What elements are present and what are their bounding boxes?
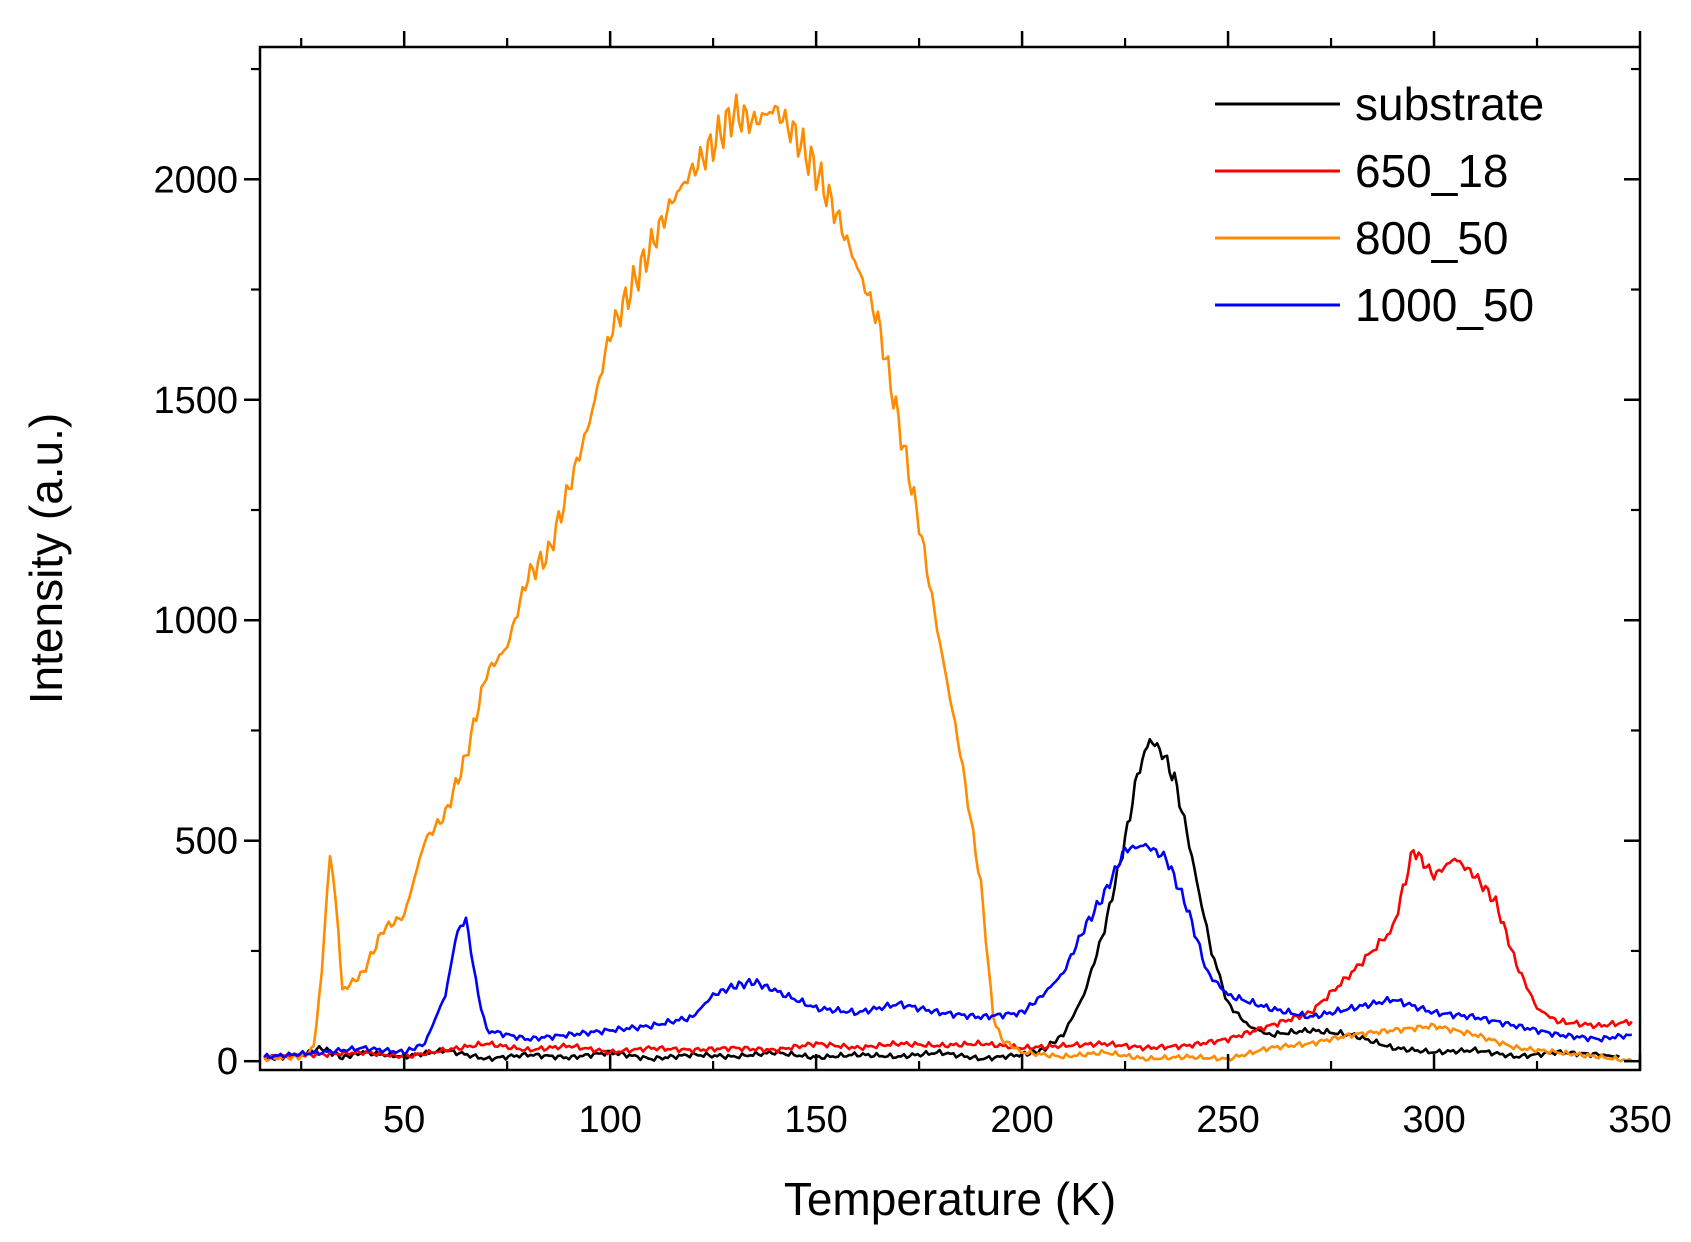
series-line-substrate — [264, 738, 1620, 1062]
legend-label-1000_50: 1000_50 — [1355, 279, 1534, 331]
x-axis-title: Temperature (K) — [784, 1173, 1116, 1225]
plot-series-group — [263, 93, 1633, 1063]
x-tick-label-5: 300 — [1402, 1099, 1465, 1141]
x-tick-label-3: 200 — [990, 1099, 1053, 1141]
legend-label-800_50: 800_50 — [1355, 212, 1509, 264]
major-ticks-group — [244, 31, 1642, 1070]
series-line-650_18 — [263, 849, 1633, 1061]
minor-ticks-group — [251, 38, 1640, 1070]
series-line-800_50 — [263, 93, 1633, 1063]
x-tick-label-1: 100 — [578, 1099, 641, 1141]
legend-label-650_18: 650_18 — [1355, 145, 1509, 197]
legend-label-substrate: substrate — [1355, 78, 1544, 130]
x-tick-label-2: 150 — [784, 1099, 847, 1141]
series-line-1000_50 — [263, 842, 1632, 1059]
plot-frame — [258, 45, 1642, 1072]
y-tick-label-1: 500 — [175, 821, 238, 863]
legend: substrate 650_18 800_50 1000_50 — [1215, 78, 1544, 331]
x-tick-label-6: 350 — [1608, 1099, 1671, 1141]
x-tick-labels-group: 50 100 150 200 250 300 350 — [383, 1099, 1672, 1141]
x-tick-label-0: 50 — [383, 1099, 425, 1141]
y-tick-label-3: 1500 — [153, 380, 238, 422]
y-tick-label-4: 2000 — [153, 159, 238, 201]
y-tick-label-0: 0 — [217, 1041, 238, 1083]
y-tick-label-2: 1000 — [153, 600, 238, 642]
y-tick-labels-group: 0 500 1000 1500 2000 — [153, 159, 238, 1083]
y-axis-title: Intensity (a.u.) — [20, 413, 72, 704]
x-tick-label-4: 250 — [1196, 1099, 1259, 1141]
